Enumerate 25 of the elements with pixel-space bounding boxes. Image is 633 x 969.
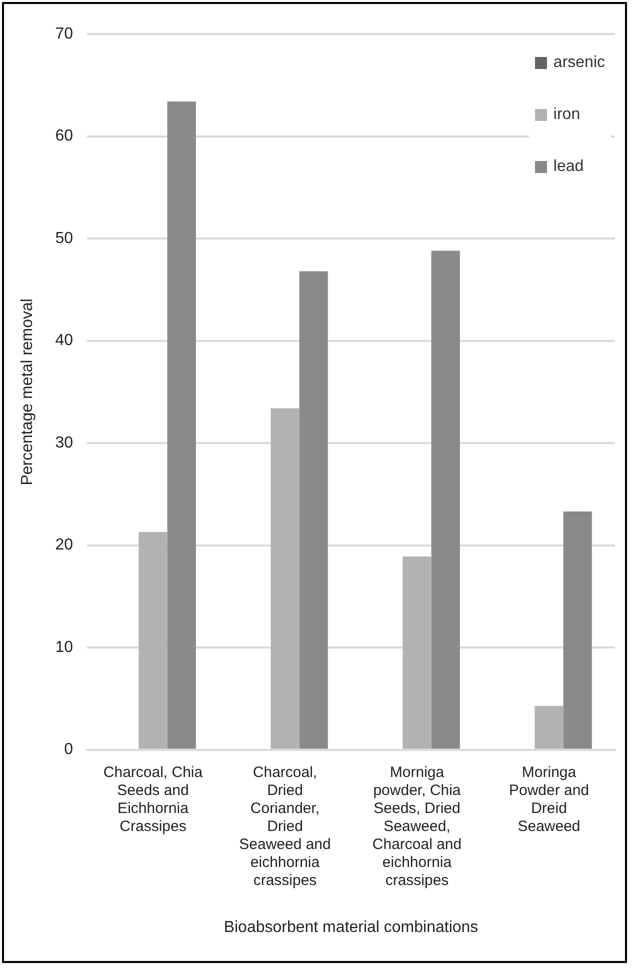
bar [534, 706, 564, 749]
y-tick-label: 30 [55, 434, 74, 452]
x-tick-label: Moringa Powder and Dreid Seaweed [508, 764, 590, 835]
legend-label: lead [553, 158, 584, 176]
bar [563, 512, 592, 749]
y-tick-label: 60 [55, 128, 74, 145]
x-axis-title: Bioabsorbent material combinations [224, 918, 478, 936]
bar [299, 271, 328, 749]
x-tick-label: Charcoal, Chia Seeds and Eichhornia Crassipes [103, 764, 204, 835]
y-axis-title: Percentage metal removal [19, 298, 36, 486]
bar [402, 556, 432, 749]
y-tick-label: 20 [55, 536, 74, 554]
bar [270, 408, 300, 749]
legend-label: arsenic [553, 54, 605, 72]
x-tick-label: Morniga powder, Chia Seeds, Dried Seaweed, Charcoal and eichhornia crassipes [372, 764, 462, 889]
y-tick-label: 70 [55, 25, 74, 42]
y-tick-label: 50 [55, 230, 74, 247]
bar [167, 101, 196, 749]
y-tick-label: 10 [55, 638, 74, 656]
x-tick-label: Charcoal, Dried Coriander, Dried Seaweed and eichhornia crassipes [239, 764, 331, 889]
bar [138, 532, 168, 749]
bar [431, 250, 460, 749]
y-tick-label: 0 [64, 741, 74, 758]
y-tick-label: 40 [55, 332, 74, 350]
legend-label: iron [553, 106, 580, 124]
